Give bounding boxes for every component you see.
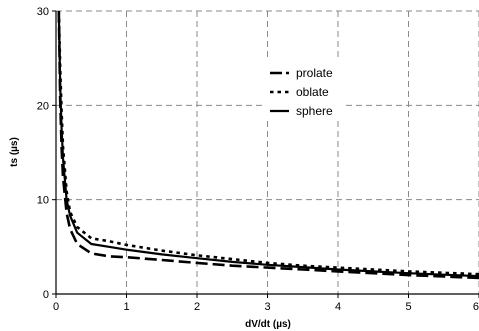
y-tick-label: 30 [37, 6, 49, 18]
series-line-prolate [57, 11, 479, 280]
tick-labels: 0 1 2 3 4 5 6 0 10 20 30 [37, 6, 479, 313]
series-line-oblate [57, 11, 479, 276]
grid [56, 10, 479, 294]
series-line-sphere [57, 11, 479, 278]
axes [52, 10, 479, 298]
legend: prolate oblate sphere [264, 60, 345, 121]
y-axis-title: ts (µs) [9, 137, 20, 167]
x-tick-label: 3 [264, 301, 270, 313]
x-tick-label: 5 [405, 301, 411, 313]
legend-label-prolate: prolate [296, 66, 333, 80]
x-axis-title: dV/dt (µs) [245, 319, 291, 330]
series-layer [57, 11, 479, 280]
x-tick-label: 1 [123, 301, 129, 313]
y-tick-label: 20 [37, 100, 49, 112]
x-tick-label: 6 [473, 301, 479, 313]
x-tick-label: 0 [53, 301, 59, 313]
y-tick-label: 0 [43, 289, 49, 301]
y-tick-label: 10 [37, 195, 49, 207]
legend-label-oblate: oblate [296, 85, 329, 99]
x-tick-label: 2 [194, 301, 200, 313]
x-tick-label: 4 [335, 301, 341, 313]
legend-label-sphere: sphere [296, 104, 333, 118]
